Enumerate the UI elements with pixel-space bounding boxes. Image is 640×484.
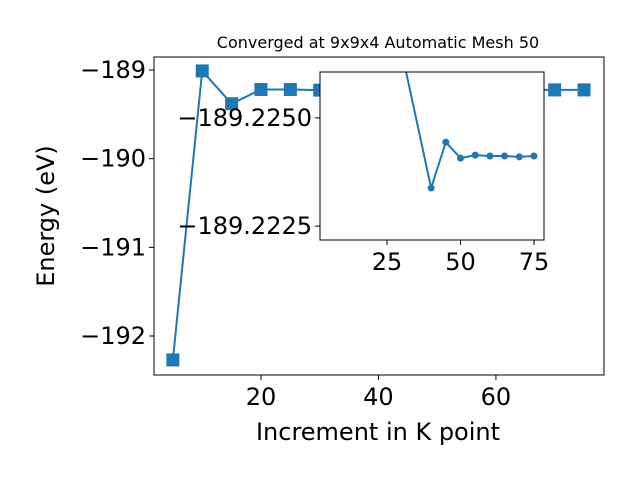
y-axis-label: Energy (eV): [32, 145, 60, 287]
data-point: [530, 152, 538, 160]
data-point: [254, 83, 268, 97]
data-point: [548, 83, 562, 97]
data-point: [457, 154, 465, 162]
x-tick-label: 40: [363, 383, 394, 411]
chart-title: Converged at 9x9x4 Automatic Mesh 50: [217, 33, 539, 52]
data-point: [486, 152, 494, 160]
x-tick-label: 75: [519, 248, 550, 276]
y-tick-label: −190: [80, 145, 146, 173]
data-point: [501, 152, 509, 160]
data-point: [427, 184, 435, 192]
data-point: [225, 97, 239, 111]
data-point: [283, 83, 297, 97]
y-tick-label: −189.2225: [177, 212, 312, 240]
axes-frame: [319, 71, 545, 241]
y-tick-label: −189: [80, 56, 146, 84]
x-tick-label: 25: [372, 248, 403, 276]
y-tick-label: −192: [80, 322, 146, 350]
data-point: [442, 138, 450, 146]
axes-frame: [153, 56, 605, 376]
data-point: [577, 83, 591, 97]
x-tick-label: 60: [481, 383, 512, 411]
data-point: [471, 151, 479, 159]
y-tick-label: −191: [80, 233, 146, 261]
data-point: [515, 153, 523, 161]
x-axis-label: Increment in K point: [256, 418, 500, 446]
data-point: [166, 353, 180, 367]
y-tick-label: −189.2250: [177, 104, 312, 132]
plot-area: [405, 72, 538, 192]
data-point: [195, 64, 209, 78]
x-tick-label: 50: [445, 248, 476, 276]
x-tick-label: 20: [246, 383, 277, 411]
